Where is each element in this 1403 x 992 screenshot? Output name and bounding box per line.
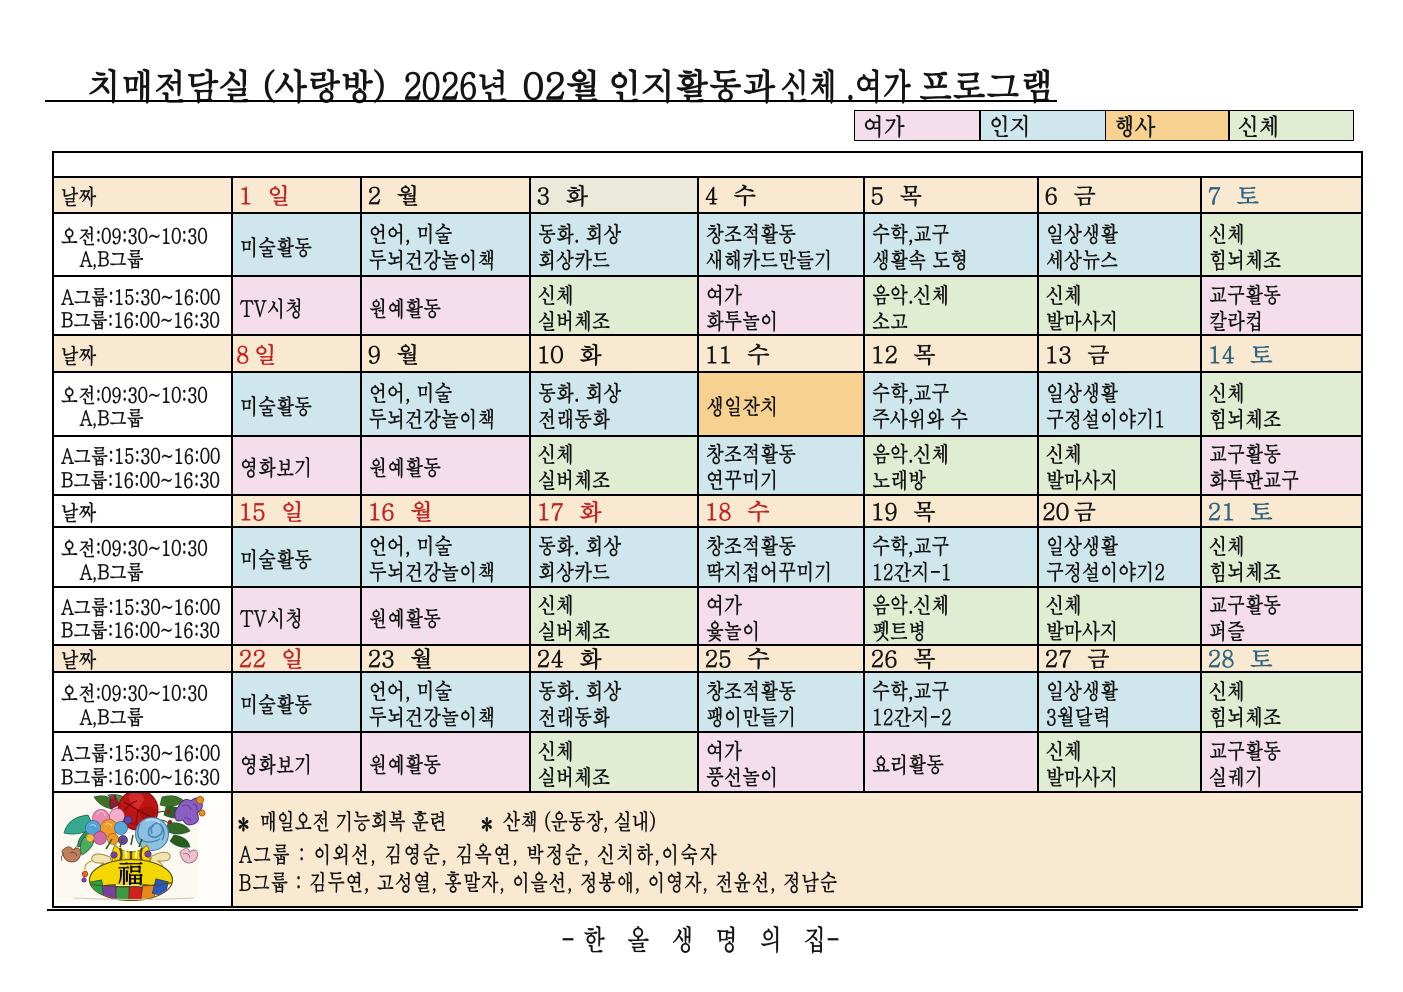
svg-text:福: 福 [118, 855, 144, 891]
